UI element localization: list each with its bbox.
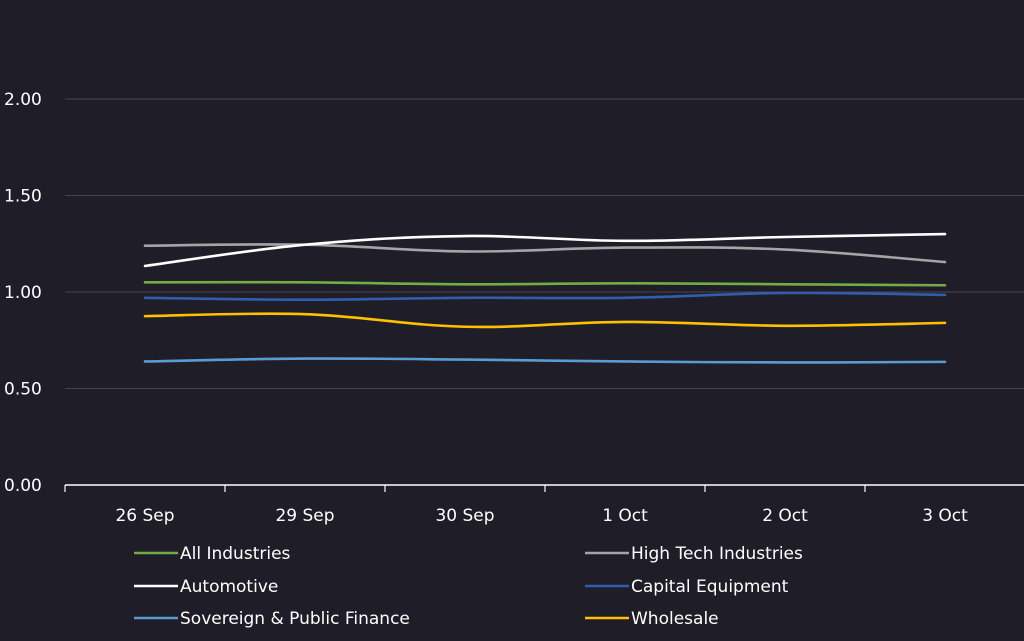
series-line-sovereign-public-finance [143,357,947,364]
y-tick-label: 2.00 [4,90,42,110]
legend-label-high-tech-industries: High Tech Industries [631,544,803,564]
x-axis-tick-labels: 26 Sep 29 Sep 30 Sep 1 Oct 2 Oct 3 Oct [115,506,968,526]
legend-label-capital-equipment: Capital Equipment [631,577,789,597]
x-tick-label: 26 Sep [115,506,174,526]
y-axis-tick-labels: 0.00 0.50 1.00 1.50 2.00 [4,90,42,496]
legend-label-sovereign-public-finance: Sovereign & Public Finance [180,609,410,629]
gridlines [65,98,1024,389]
x-tick-label: 30 Sep [435,506,494,526]
series-line-automotive [143,232,947,268]
series-line-capital-equipment [143,291,947,302]
legend-label-automotive: Automotive [180,577,278,597]
series-line-wholesale [143,312,947,329]
legend: All Industries High Tech Industries Automo… [134,544,803,629]
y-tick-label: 0.50 [4,380,42,400]
y-tick-label: 1.50 [4,187,42,207]
series-line-all-industries [143,280,947,287]
legend-label-wholesale: Wholesale [631,609,719,629]
y-tick-label: 1.00 [4,283,42,303]
x-tick-label: 3 Oct [922,506,968,526]
x-axis [64,484,1024,492]
x-tick-label: 2 Oct [762,506,808,526]
x-tick-label: 29 Sep [275,506,334,526]
legend-label-all-industries: All Industries [180,544,291,564]
series-line-high-tech-industries [143,243,947,264]
series-lines [143,232,947,364]
x-tick-label: 1 Oct [602,506,648,526]
y-tick-label: 0.00 [4,476,42,496]
